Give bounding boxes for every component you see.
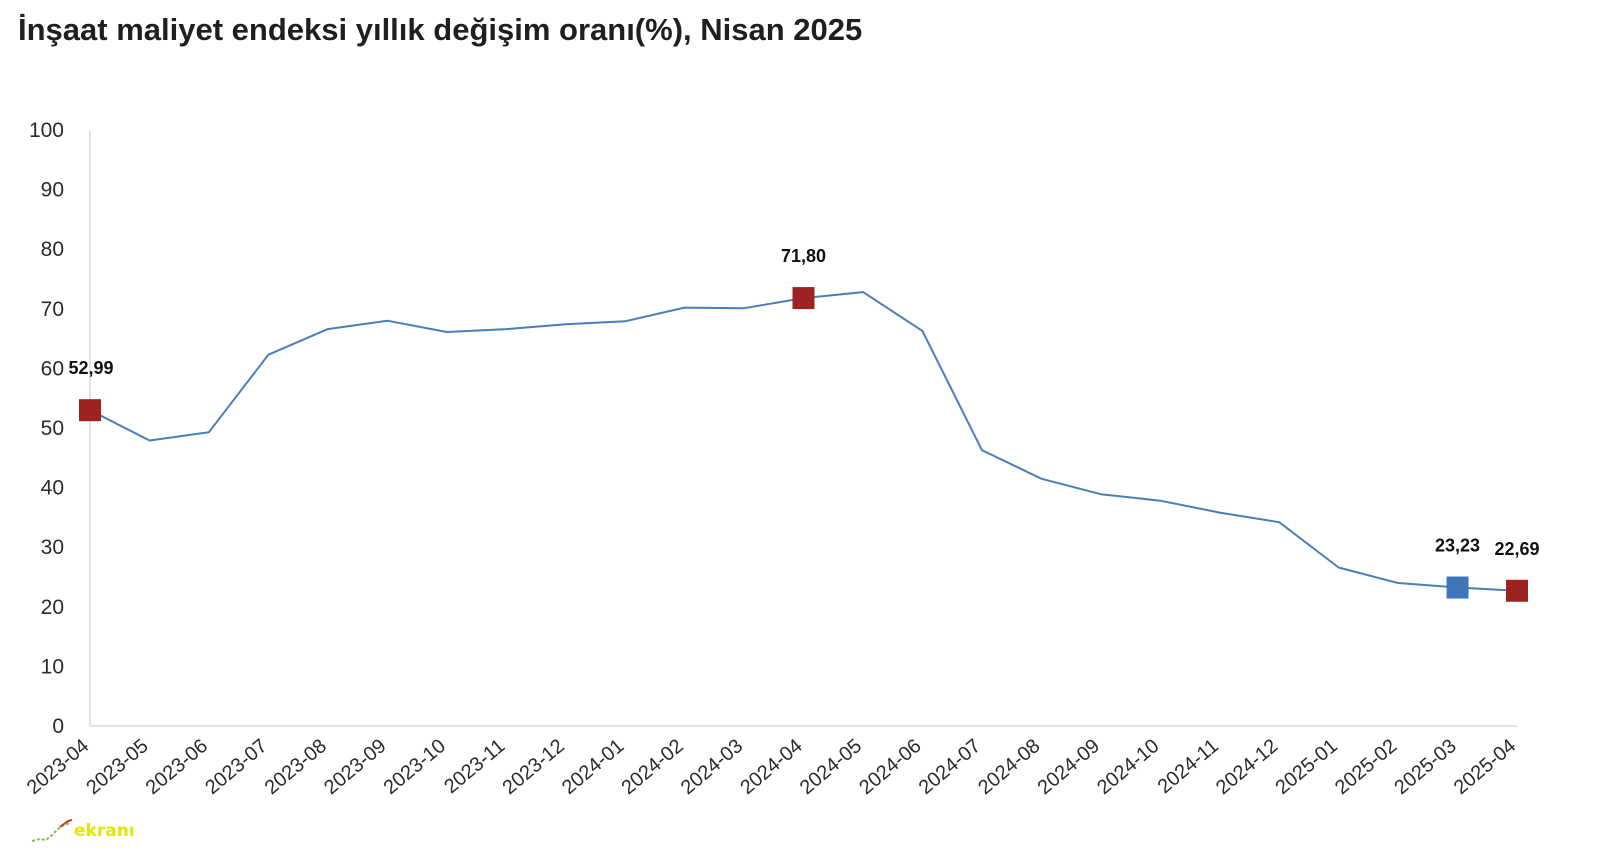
x-tick-label: 2025-03 [1390,735,1460,799]
x-tick-label: 2024-06 [855,735,925,799]
x-tick-label: 2025-04 [1450,735,1520,799]
y-tick-label: 70 [41,298,64,321]
x-tick-label: 2025-02 [1331,735,1401,799]
x-tick-label: 2025-01 [1271,735,1341,799]
x-tick-label: 2024-02 [617,735,687,799]
series-line [89,291,1518,592]
data-labels-group: 52,99 71,80 23,23 22,69 [68,246,1539,559]
x-tick-label: 2023-07 [201,735,271,799]
y-tick-label: 50 [41,417,64,440]
x-tick-label: 2024-04 [736,735,806,799]
data-label: 23,23 [1435,536,1480,556]
x-tick-label: 2023-09 [320,735,390,799]
x-tick-label: 2024-05 [796,735,866,799]
series-group [89,291,1518,592]
watermark-logo: ekranı [30,815,140,849]
y-tick-label: 80 [41,238,64,261]
y-axis-ticks: 0 10 20 30 40 50 60 70 80 90 100 [29,119,64,738]
data-point-marker [79,399,101,422]
x-tick-label: 2024-08 [974,735,1044,799]
x-tick-label: 2023-10 [380,735,450,799]
y-tick-label: 0 [52,715,64,738]
data-point-marker [792,287,815,310]
y-tick-label: 20 [41,596,64,619]
y-tick-label: 60 [41,357,64,380]
x-tick-label: 2024-12 [1212,735,1282,799]
data-point-marker [1506,579,1528,602]
y-tick-label: 40 [41,477,64,500]
x-tick-label: 2023-12 [499,735,569,799]
chart-axes [89,130,1517,727]
data-point-marker [1446,576,1469,599]
data-label: 71,80 [781,246,826,266]
data-label: 22,69 [1494,539,1539,559]
x-tick-label: 2024-01 [558,735,628,799]
x-axis-ticks: 2023-042023-052023-062023-072023-082023-… [23,735,1520,799]
x-tick-label: 2024-07 [915,735,985,799]
x-tick-label: 2023-06 [142,735,212,799]
data-label: 52,99 [68,358,113,378]
x-tick-label: 2024-09 [1034,735,1104,799]
y-tick-label: 10 [41,655,64,678]
chart-title: İnşaat maliyet endeksi yıllık değişim or… [18,12,863,47]
x-tick-label: 2023-11 [440,735,509,798]
x-tick-label: 2024-11 [1154,735,1223,798]
y-tick-label: 30 [41,536,64,559]
x-tick-label: 2023-04 [23,735,93,799]
logo-text: ekranı [74,821,135,841]
x-tick-label: 2023-08 [261,735,331,799]
logo-sparkline-icon [31,819,73,842]
x-tick-label: 2024-03 [677,735,747,799]
x-tick-label: 2023-05 [82,735,152,799]
y-tick-label: 90 [41,179,64,202]
x-tick-label: 2024-10 [1093,735,1163,799]
markers-group [79,287,1528,602]
y-tick-label: 100 [29,119,64,142]
